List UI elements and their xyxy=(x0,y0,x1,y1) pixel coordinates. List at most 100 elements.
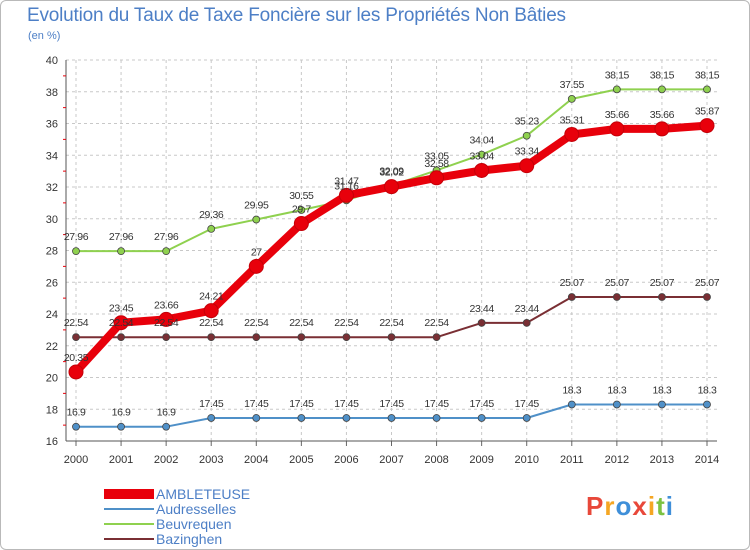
data-label: 22.54 xyxy=(424,317,449,329)
data-point xyxy=(432,333,441,342)
data-point xyxy=(203,303,219,319)
data-point xyxy=(248,258,264,274)
data-point xyxy=(477,318,486,327)
data-label: 35.31 xyxy=(560,114,585,126)
data-label: 17.45 xyxy=(379,398,404,410)
data-label: 17.45 xyxy=(424,398,449,410)
data-label: 31.16 xyxy=(334,180,359,192)
data-label: 22.54 xyxy=(64,317,89,329)
data-point xyxy=(252,215,261,224)
x-tick-label: 2007 xyxy=(379,454,403,466)
data-label: 16.9 xyxy=(112,407,131,419)
x-tick-label: 2008 xyxy=(424,454,448,466)
data-point xyxy=(522,131,531,140)
data-label: 32.02 xyxy=(379,167,404,179)
data-point xyxy=(612,85,621,94)
x-tick-label: 2002 xyxy=(154,454,178,466)
data-point xyxy=(207,414,216,422)
data-label: 18.3 xyxy=(607,384,626,396)
data-point xyxy=(297,414,306,422)
data-point xyxy=(477,414,486,422)
legend-label: AMBLETEUSE xyxy=(156,486,251,502)
data-label: 17.45 xyxy=(244,398,269,410)
data-point xyxy=(113,315,129,331)
data-label: 29.36 xyxy=(199,209,224,221)
data-label: 34.04 xyxy=(470,135,495,147)
data-point xyxy=(162,333,171,342)
data-label: 22.54 xyxy=(109,317,134,329)
x-tick-label: 2009 xyxy=(469,454,493,466)
y-tick-label: 24 xyxy=(46,309,58,321)
data-label: 35.87 xyxy=(695,106,720,118)
data-point xyxy=(522,414,531,422)
legend-label: Bazinghen xyxy=(156,531,223,547)
data-label: 22.54 xyxy=(379,317,404,329)
data-label: 17.45 xyxy=(199,398,224,410)
data-label: 33.04 xyxy=(470,150,495,162)
data-label: 16.9 xyxy=(157,407,176,419)
data-label: 33.34 xyxy=(515,146,540,158)
data-point xyxy=(612,400,621,409)
data-point xyxy=(429,170,445,186)
logo-letter: t xyxy=(656,491,666,521)
data-label: 22.54 xyxy=(289,317,314,329)
logo-letter: i xyxy=(647,491,657,521)
data-point xyxy=(72,422,80,431)
legend-label: Beuvrequen xyxy=(156,516,232,532)
data-label: 27 xyxy=(251,246,262,258)
x-tick-label: 2000 xyxy=(64,454,88,466)
data-label: 32.58 xyxy=(424,158,449,170)
data-point xyxy=(252,333,261,342)
legend-swatch xyxy=(104,538,154,540)
data-label: 22.54 xyxy=(244,317,269,329)
data-point xyxy=(117,333,125,342)
data-label: 37.55 xyxy=(560,79,585,91)
y-tick-label: 16 xyxy=(46,436,58,448)
data-label: 30.55 xyxy=(289,190,314,202)
x-tick-label: 2014 xyxy=(695,454,719,466)
data-point xyxy=(564,126,580,142)
data-label: 27.96 xyxy=(154,231,179,243)
data-label: 23.44 xyxy=(515,303,540,315)
data-point xyxy=(609,121,625,137)
data-point xyxy=(612,293,621,301)
data-label: 20.35 xyxy=(64,352,89,364)
data-point xyxy=(207,225,216,233)
data-point xyxy=(658,85,666,94)
data-label: 23.66 xyxy=(154,299,179,311)
unit-label: (en %) xyxy=(28,30,61,42)
logo-letter: o xyxy=(615,491,633,521)
data-point xyxy=(387,333,396,342)
y-tick-label: 34 xyxy=(46,150,58,162)
y-tick-label: 28 xyxy=(46,246,58,258)
data-point xyxy=(293,216,309,232)
legend-label: Audresselles xyxy=(156,501,237,517)
data-label: 33.05 xyxy=(424,150,449,162)
data-point xyxy=(658,400,666,409)
data-point xyxy=(72,333,80,342)
data-label: 23.45 xyxy=(109,303,134,315)
x-tick-label: 2013 xyxy=(650,454,674,466)
legend-swatch xyxy=(104,523,154,525)
y-tick-label: 26 xyxy=(46,277,58,289)
x-tick-label: 2005 xyxy=(289,454,313,466)
data-point xyxy=(162,422,171,431)
y-tick-label: 38 xyxy=(46,87,58,99)
data-point xyxy=(703,85,711,94)
data-point xyxy=(342,414,351,422)
y-tick-label: 30 xyxy=(46,214,58,226)
data-label: 17.45 xyxy=(334,398,359,410)
data-label: 18.3 xyxy=(653,384,672,396)
logo-letter: r xyxy=(604,491,616,521)
x-tick-label: 2003 xyxy=(199,454,223,466)
data-label: 22.54 xyxy=(199,317,224,329)
data-label: 25.07 xyxy=(605,277,630,289)
data-label: 38.15 xyxy=(695,69,720,81)
data-point xyxy=(703,400,711,409)
data-label: 18.3 xyxy=(698,384,717,396)
data-label: 25.07 xyxy=(650,277,675,289)
data-label: 35.66 xyxy=(605,109,630,121)
data-point xyxy=(207,333,216,342)
data-point xyxy=(297,333,306,342)
